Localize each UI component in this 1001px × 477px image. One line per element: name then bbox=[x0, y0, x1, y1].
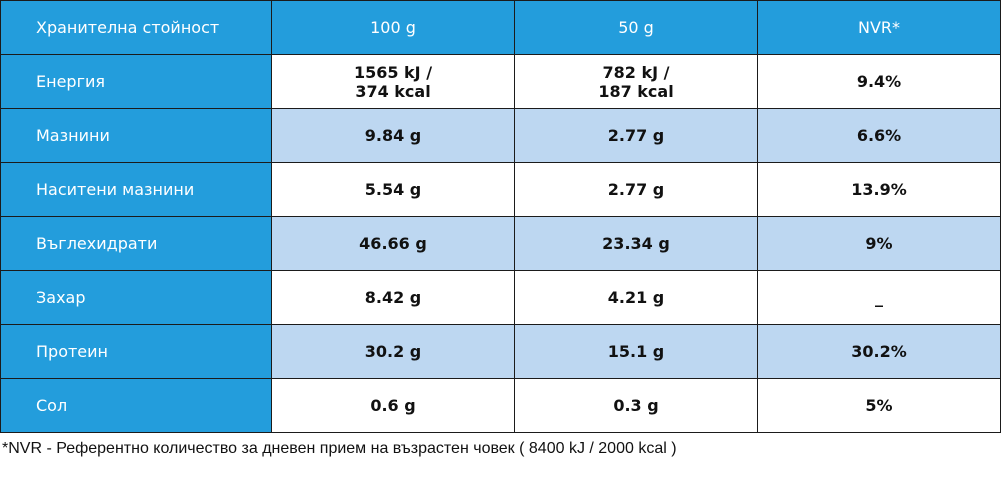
row-label: Наситени мазнини bbox=[0, 162, 272, 217]
row-label: Захар bbox=[0, 270, 272, 325]
cell-100g: 46.66 g bbox=[271, 216, 515, 271]
cell-50g: 0.3 g bbox=[514, 378, 758, 433]
header-nutrition-value: Хранителна стойност bbox=[0, 0, 272, 55]
cell-100g: 30.2 g bbox=[271, 324, 515, 379]
row-label: Протеин bbox=[0, 324, 272, 379]
cell-100g-kj: 1565 kJ / bbox=[353, 62, 433, 82]
table-row-protein: Протеин 30.2 g 15.1 g 30.2% bbox=[0, 324, 1001, 379]
nutrition-table: Хранителна стойност 100 g 50 g NVR* Енер… bbox=[0, 0, 1001, 433]
cell-nvr: 9% bbox=[757, 216, 1001, 271]
row-label: Сол bbox=[0, 378, 272, 433]
cell-100g: 0.6 g bbox=[271, 378, 515, 433]
cell-100g: 8.42 g bbox=[271, 270, 515, 325]
cell-50g: 782 kJ /187 kcal bbox=[514, 54, 758, 109]
cell-nvr: 6.6% bbox=[757, 108, 1001, 163]
header-per-50g: 50 g bbox=[514, 0, 758, 55]
row-label: Въглехидрати bbox=[0, 216, 272, 271]
table-row-salt: Сол 0.6 g 0.3 g 5% bbox=[0, 378, 1001, 433]
cell-100g-kcal: 374 kcal bbox=[355, 81, 431, 101]
cell-50g: 4.21 g bbox=[514, 270, 758, 325]
row-label: Мазнини bbox=[0, 108, 272, 163]
header-per-100g: 100 g bbox=[271, 0, 515, 55]
cell-50g: 2.77 g bbox=[514, 108, 758, 163]
header-nvr: NVR* bbox=[757, 0, 1001, 55]
cell-nvr: 9.4% bbox=[757, 54, 1001, 109]
table-row-energy: Енергия 1565 kJ /374 kcal 782 kJ /187 kc… bbox=[0, 54, 1001, 109]
cell-50g: 2.77 g bbox=[514, 162, 758, 217]
table-row-sugar: Захар 8.42 g 4.21 g _ bbox=[0, 270, 1001, 325]
table-row-fat: Мазнини 9.84 g 2.77 g 6.6% bbox=[0, 108, 1001, 163]
cell-nvr: _ bbox=[757, 270, 1001, 325]
cell-50g: 23.34 g bbox=[514, 216, 758, 271]
cell-100g: 9.84 g bbox=[271, 108, 515, 163]
table-row-carbohydrates: Въглехидрати 46.66 g 23.34 g 9% bbox=[0, 216, 1001, 271]
cell-100g: 1565 kJ /374 kcal bbox=[271, 54, 515, 109]
table-row-saturated-fat: Наситени мазнини 5.54 g 2.77 g 13.9% bbox=[0, 162, 1001, 217]
cell-50g-kcal: 187 kcal bbox=[598, 81, 674, 101]
cell-50g: 15.1 g bbox=[514, 324, 758, 379]
row-label: Енергия bbox=[0, 54, 272, 109]
footnote: *NVR - Референтно количество за дневен п… bbox=[2, 440, 677, 457]
cell-50g-kj: 782 kJ / bbox=[602, 62, 670, 82]
cell-nvr: 30.2% bbox=[757, 324, 1001, 379]
table-header-row: Хранителна стойност 100 g 50 g NVR* bbox=[0, 0, 1001, 55]
cell-nvr: 5% bbox=[757, 378, 1001, 433]
cell-100g: 5.54 g bbox=[271, 162, 515, 217]
cell-nvr: 13.9% bbox=[757, 162, 1001, 217]
